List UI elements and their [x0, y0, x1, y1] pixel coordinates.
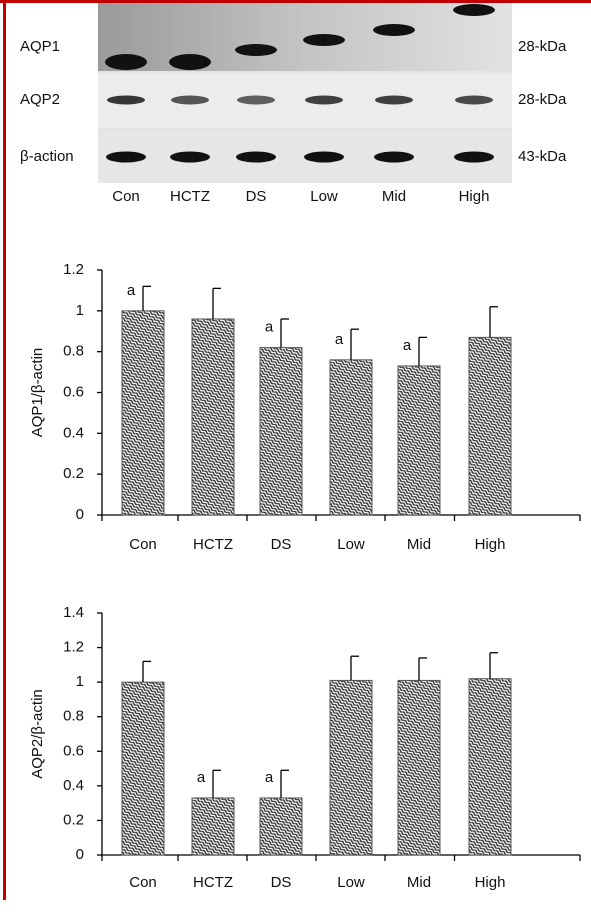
bar	[122, 682, 164, 855]
blot-band	[374, 152, 414, 163]
error-bar	[281, 770, 289, 798]
blot-band	[237, 96, 275, 105]
error-bar	[143, 661, 151, 682]
bar	[398, 366, 440, 515]
figure: AQP1 28-kDa AQP2 28-kDa β-action 43-kDa Con HCT…	[0, 0, 591, 916]
blot-lane-label: Con	[112, 188, 140, 205]
x-tick-label: Low	[337, 874, 365, 891]
y-tick-label: 0	[76, 506, 84, 523]
bar	[122, 311, 164, 515]
blot-row-label: β-action	[20, 148, 74, 165]
x-tick-label: High	[475, 536, 506, 553]
blot-band	[304, 152, 344, 163]
blot-band	[373, 24, 415, 36]
blot-band	[106, 152, 146, 163]
bar	[330, 680, 372, 855]
blot-lane-label: High	[459, 188, 490, 205]
blot-size-label: 28-kDa	[518, 38, 567, 55]
bar	[398, 680, 440, 855]
error-bar	[213, 288, 221, 319]
x-tick-label: Low	[337, 536, 365, 553]
y-tick-label: 1	[76, 302, 84, 319]
blot-band	[454, 152, 494, 163]
blot-band	[107, 96, 145, 105]
blot-band	[171, 96, 209, 105]
error-bar	[490, 307, 498, 338]
y-tick-label: 1.4	[63, 604, 84, 621]
y-tick-label: 0.4	[63, 424, 84, 441]
y-tick-label: 1	[76, 673, 84, 690]
error-bar	[419, 658, 427, 680]
significance-label: a	[127, 282, 136, 299]
significance-label: a	[197, 769, 206, 786]
error-bar	[490, 653, 498, 679]
x-tick-label: HCTZ	[193, 536, 233, 553]
blot-band	[235, 44, 277, 56]
bar	[469, 679, 511, 855]
y-tick-label: 0.4	[63, 777, 84, 794]
blot-row-label: AQP2	[20, 91, 60, 108]
blot-lane-label: Low	[310, 188, 338, 205]
blot-band	[169, 54, 211, 70]
y-tick-label: 0.8	[63, 708, 84, 725]
bar	[192, 798, 234, 855]
bar	[260, 798, 302, 855]
x-tick-label: HCTZ	[193, 874, 233, 891]
error-bar	[281, 319, 289, 348]
x-tick-label: Mid	[407, 536, 431, 553]
bar	[330, 360, 372, 515]
x-tick-label: DS	[271, 536, 292, 553]
y-tick-label: 0.6	[63, 383, 84, 400]
bar	[260, 348, 302, 515]
error-bar	[351, 656, 359, 680]
blot-size-label: 28-kDa	[518, 91, 567, 108]
y-tick-label: 0	[76, 846, 84, 863]
error-bar	[143, 286, 151, 311]
blot-row-label: AQP1	[20, 38, 60, 55]
significance-label: a	[403, 337, 412, 354]
y-axis-label: AQP1/β-actin	[29, 348, 46, 438]
blot-band	[236, 152, 276, 163]
blot-band	[170, 152, 210, 163]
significance-label: a	[265, 769, 274, 786]
error-bar	[213, 770, 221, 798]
error-bar	[351, 329, 359, 360]
blot-size-label: 43-kDa	[518, 148, 567, 165]
x-tick-label: Con	[129, 536, 157, 553]
y-tick-label: 0.8	[63, 343, 84, 360]
y-axis-label: AQP2/β-actin	[29, 689, 46, 779]
y-tick-label: 1.2	[63, 639, 84, 656]
aqp1-blot	[98, 3, 512, 71]
aqp2-blot	[98, 74, 512, 128]
error-bar	[419, 337, 427, 366]
x-tick-label: High	[475, 874, 506, 891]
significance-label: a	[335, 331, 344, 348]
bar	[192, 319, 234, 515]
significance-label: a	[265, 319, 274, 336]
blot-band	[455, 96, 493, 105]
blot-band	[375, 96, 413, 105]
x-tick-label: DS	[271, 874, 292, 891]
blot-band	[453, 4, 495, 16]
blot-lane-label: HCTZ	[170, 188, 210, 205]
x-tick-label: Mid	[407, 874, 431, 891]
blot-lane-label: DS	[246, 188, 267, 205]
y-tick-label: 0.2	[63, 465, 84, 482]
x-tick-label: Con	[129, 874, 157, 891]
blot-band	[105, 54, 147, 70]
blot-lane-label: Mid	[382, 188, 406, 205]
blot-band	[303, 34, 345, 46]
y-tick-label: 0.6	[63, 742, 84, 759]
y-tick-label: 1.2	[63, 261, 84, 278]
y-tick-label: 0.2	[63, 811, 84, 828]
blot-band	[305, 96, 343, 105]
bar	[469, 337, 511, 515]
